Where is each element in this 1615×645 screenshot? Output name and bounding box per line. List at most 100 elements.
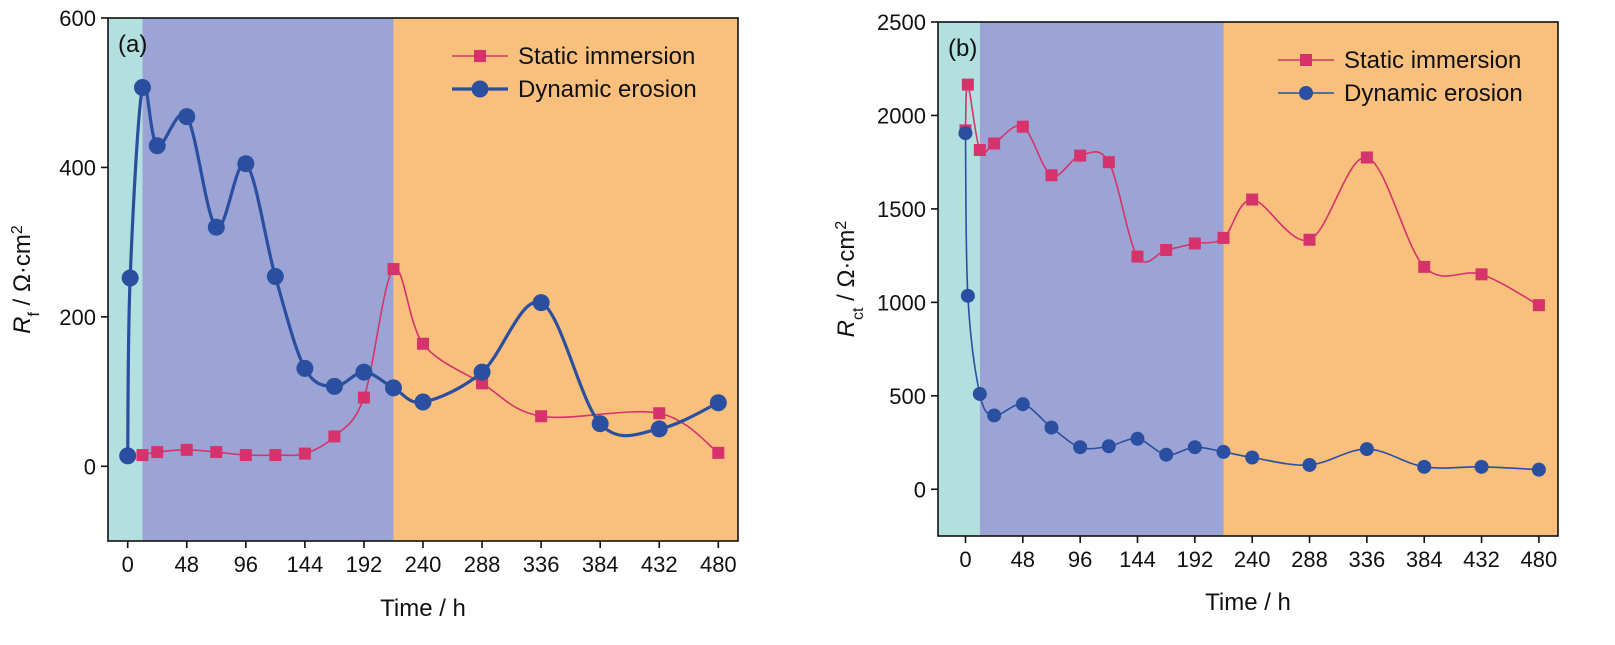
- x-tick-label: 0: [122, 552, 134, 577]
- data-point: [987, 408, 1002, 423]
- data-point: [387, 263, 400, 276]
- data-point: [119, 447, 137, 465]
- legend: Static immersion Dynamic erosion: [1278, 47, 1523, 107]
- data-point: [180, 443, 193, 456]
- y-axis-subscript: f: [26, 311, 43, 316]
- data-point: [1216, 444, 1231, 459]
- series-markers-dynamic-erosion: [958, 126, 1546, 477]
- y-axis-symbol: R: [9, 316, 36, 333]
- legend-label: Static immersion: [1344, 47, 1521, 74]
- x-tick-label: 48: [175, 552, 199, 577]
- data-point: [1360, 151, 1373, 164]
- data-point: [1474, 459, 1489, 474]
- data-point: [1131, 250, 1144, 263]
- data-point: [151, 446, 164, 459]
- legend-label: Dynamic erosion: [518, 76, 697, 103]
- legend-circle-marker-icon: [1299, 86, 1313, 100]
- y-axis-ticks: 0 500 1000 1500 2000 2500: [877, 10, 938, 502]
- data-point: [296, 359, 314, 377]
- data-point: [591, 415, 609, 433]
- data-point: [148, 137, 166, 155]
- data-point: [1159, 447, 1174, 462]
- data-point: [1015, 397, 1030, 412]
- series-markers-dynamic-erosion: [119, 78, 727, 465]
- data-point: [136, 449, 149, 462]
- chart-panel-a: 0 48 96 144 192 240 288 336 384 432 480 0 200 400 600 T…: [9, 6, 739, 622]
- x-axis-ticks: 0 48 96 144 192 240 288 336 384 432 480: [122, 541, 737, 577]
- x-tick-label: 384: [1406, 547, 1443, 572]
- y-tick-label: 2500: [877, 10, 926, 35]
- data-point: [325, 377, 343, 395]
- data-point: [473, 363, 491, 381]
- x-tick-label: 96: [234, 552, 258, 577]
- data-point: [988, 137, 1001, 150]
- x-tick-label: 144: [1119, 547, 1156, 572]
- legend-label: Static immersion: [518, 43, 695, 70]
- y-axis-subscript: ct: [850, 307, 867, 320]
- y-axis-unit: / Ω·cm: [833, 230, 860, 308]
- data-point: [1303, 233, 1316, 246]
- x-tick-label: 432: [1463, 547, 1500, 572]
- y-tick-label: 500: [889, 384, 926, 409]
- x-tick-label: 144: [287, 552, 324, 577]
- x-axis-title: Time / h: [380, 595, 466, 622]
- data-point: [961, 78, 974, 91]
- data-point: [239, 449, 252, 462]
- data-point: [532, 294, 550, 312]
- data-point: [1302, 457, 1317, 472]
- chart-panel-b: 0 48 96 144 192 240 288 336 384 432 480 0 500 1000 150…: [833, 10, 1559, 616]
- y-tick-label: 2000: [877, 103, 926, 128]
- data-point: [1359, 442, 1374, 457]
- panel-label: (a): [118, 31, 147, 58]
- data-point: [133, 78, 151, 96]
- y-tick-label: 0: [914, 477, 926, 502]
- data-point: [1187, 440, 1202, 455]
- x-tick-label: 96: [1068, 547, 1092, 572]
- legend-square-marker-icon: [474, 50, 486, 62]
- x-tick-label: 480: [700, 552, 737, 577]
- x-tick-label: 192: [1176, 547, 1213, 572]
- data-point: [1073, 440, 1088, 455]
- data-point: [1245, 450, 1260, 465]
- data-point: [958, 126, 973, 141]
- legend: Static immersion Dynamic erosion: [452, 43, 697, 103]
- data-point: [1016, 120, 1029, 133]
- data-point: [1246, 193, 1259, 206]
- data-point: [650, 420, 668, 438]
- data-point: [414, 393, 432, 411]
- data-point: [1532, 299, 1545, 312]
- data-point: [972, 386, 987, 401]
- x-tick-label: 432: [641, 552, 678, 577]
- x-tick-label: 240: [1234, 547, 1271, 572]
- data-point: [178, 108, 196, 126]
- stage-band-3: [393, 18, 738, 541]
- stage-bands: [938, 22, 1558, 536]
- data-point: [712, 446, 725, 459]
- x-tick-label: 192: [346, 552, 383, 577]
- data-point: [207, 218, 225, 236]
- x-tick-label: 0: [959, 547, 971, 572]
- data-point: [709, 394, 727, 412]
- data-point: [121, 269, 139, 287]
- series-markers-static-immersion: [959, 78, 1545, 312]
- data-point: [1531, 462, 1546, 477]
- data-point: [1160, 244, 1173, 257]
- y-axis-ticks: 0 200 400 600: [59, 6, 108, 479]
- y-axis-superscript: 2: [9, 225, 26, 234]
- y-axis-symbol: R: [833, 320, 860, 337]
- data-point: [1045, 169, 1058, 182]
- legend-label: Dynamic erosion: [1344, 80, 1523, 107]
- data-point: [1217, 231, 1230, 244]
- y-axis-unit: / Ω·cm: [9, 234, 36, 312]
- data-point: [355, 363, 373, 381]
- plot-frame: [937, 21, 1559, 537]
- data-point: [1188, 237, 1201, 250]
- data-point: [1418, 260, 1431, 273]
- x-tick-label: 288: [1291, 547, 1328, 572]
- data-point: [357, 391, 370, 404]
- series-markers-static-immersion: [136, 263, 725, 462]
- x-tick-label: 48: [1011, 547, 1035, 572]
- y-tick-label: 200: [59, 305, 96, 330]
- data-point: [535, 410, 548, 423]
